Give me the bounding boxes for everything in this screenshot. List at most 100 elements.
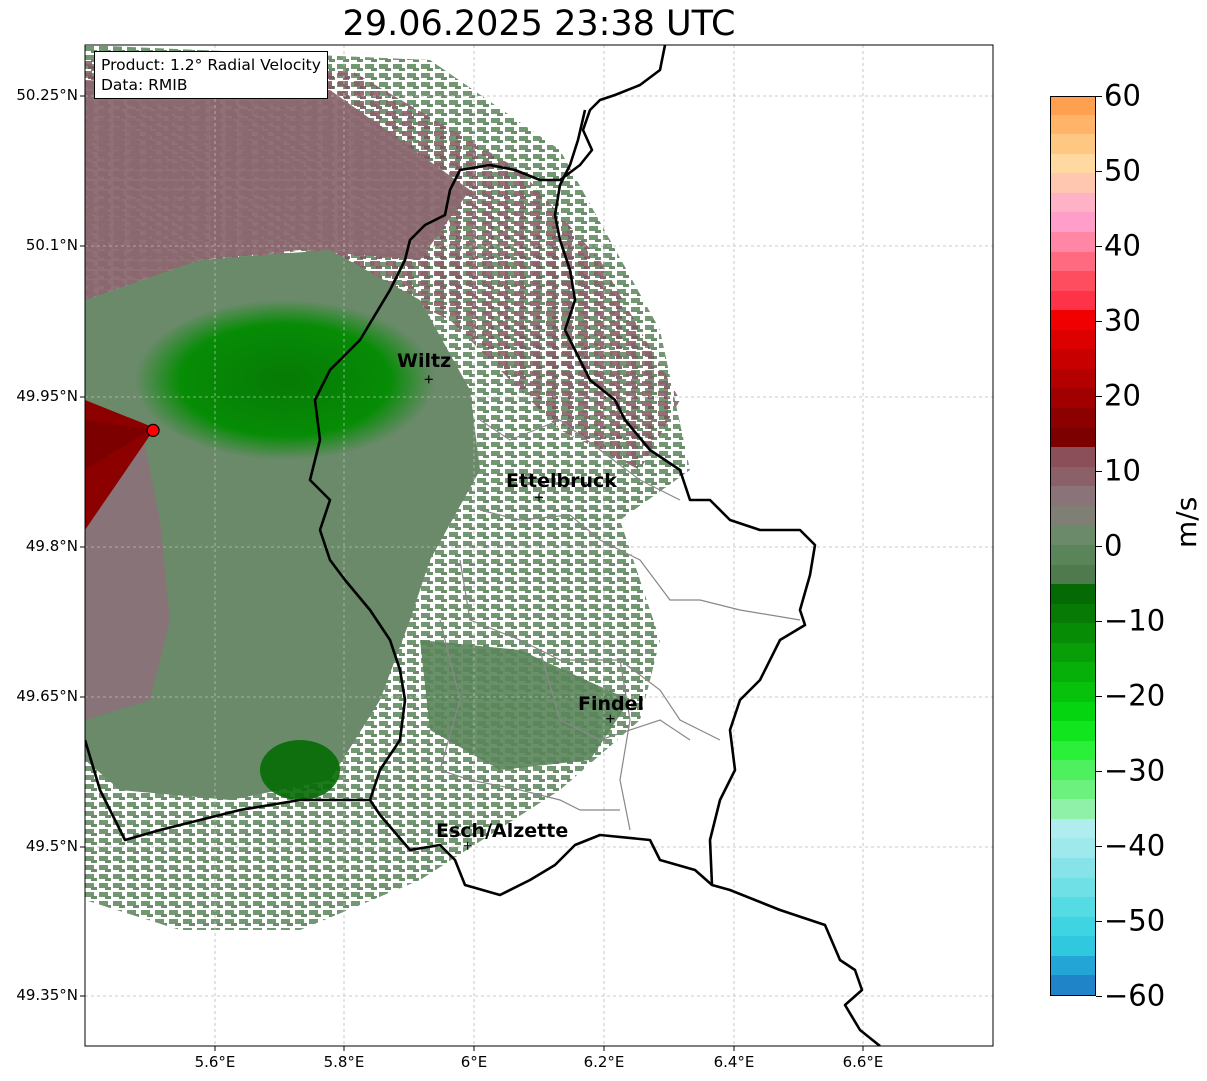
product-info-box: Product: 1.2° Radial Velocity Data: RMIB [94, 51, 328, 99]
colorbar-tick-label: −50 [1104, 903, 1166, 938]
colorbar-tick-label: 50 [1104, 153, 1141, 188]
city-marker [424, 375, 433, 384]
colorbar-segment [1051, 681, 1095, 702]
colorbar-tick-label: 10 [1104, 453, 1141, 488]
colorbar-tick-mark [1096, 396, 1102, 397]
colorbar-segment [1051, 818, 1095, 839]
canton-borders [439, 419, 801, 831]
colorbar-segment [1051, 466, 1095, 487]
colorbar-tick-label: −40 [1104, 828, 1166, 863]
x-tick-label: 6.4°E [713, 1053, 755, 1071]
colorbar-segment [1051, 329, 1095, 350]
data-source-label: Data: RMIB [101, 76, 188, 94]
colorbar-segment [1051, 348, 1095, 369]
colorbar-segment [1051, 172, 1095, 193]
colorbar-tick-label: 60 [1104, 78, 1141, 113]
colorbar-tick-mark [1096, 321, 1102, 322]
colorbar-tick-label: 30 [1104, 303, 1141, 338]
colorbar-tick-label: 40 [1104, 228, 1141, 263]
colorbar-tick-mark [1096, 996, 1102, 997]
colorbar-segment [1051, 544, 1095, 565]
colorbar-segment [1051, 642, 1095, 663]
y-tick-label: 49.65°N [16, 687, 78, 705]
colorbar-segment [1051, 857, 1095, 878]
colorbar-segment [1051, 916, 1095, 937]
product-label: Product: 1.2° Radial Velocity [101, 56, 321, 74]
colorbar-segment [1051, 309, 1095, 330]
colorbar-segment [1051, 407, 1095, 428]
colorbar-segment [1051, 955, 1095, 976]
x-tick-label: 5.6°E [194, 1053, 236, 1071]
colorbar-segment [1051, 603, 1095, 624]
colorbar-tick-mark [1096, 171, 1102, 172]
city-label-ettelbruck: Ettelbruck [506, 470, 617, 492]
city-marker [606, 714, 615, 723]
colorbar-segment [1051, 563, 1095, 585]
colorbar-segment [1051, 446, 1095, 467]
colorbar-segment [1051, 270, 1095, 291]
colorbar-segment [1051, 974, 1095, 995]
city-marker [463, 841, 472, 850]
colorbar-tick-label: −10 [1104, 603, 1166, 638]
colorbar-segment [1051, 877, 1095, 898]
y-tick-label: 49.5°N [25, 837, 78, 855]
y-tick-label: 49.35°N [16, 986, 78, 1004]
y-tick-label: 49.8°N [25, 537, 78, 555]
colorbar-segment [1051, 779, 1095, 800]
x-tick-label: 6.2°E [583, 1053, 625, 1071]
colorbar-segment [1051, 524, 1095, 545]
colorbar-segment [1051, 231, 1095, 252]
y-tick-label: 50.25°N [16, 86, 78, 104]
city-marker [535, 493, 543, 502]
colorbar-tick-mark [1096, 771, 1102, 772]
x-tick-label: 6.6°E [842, 1053, 884, 1071]
radar-echoes [85, 45, 690, 930]
colorbar-segment [1051, 661, 1095, 682]
x-tick-label: 5.8°E [323, 1053, 365, 1071]
colorbar-segment [1051, 505, 1095, 526]
colorbar-tick-label: −60 [1104, 978, 1166, 1013]
map-frame [84, 44, 994, 1047]
colorbar-tick-label: 0 [1104, 528, 1123, 563]
colorbar-tick-mark [1096, 921, 1102, 922]
map-title: 29.06.2025 23:38 UTC [342, 4, 736, 44]
colorbar-segment [1051, 427, 1095, 448]
colorbar-segment [1051, 837, 1095, 859]
city-label-wiltz: Wiltz [397, 350, 452, 372]
colorbar-tick-mark [1096, 246, 1102, 247]
tick-marks [80, 95, 864, 1051]
colorbar-tick-mark [1096, 621, 1102, 622]
colorbar-segment [1051, 97, 1095, 115]
colorbar-segment [1051, 192, 1095, 213]
colorbar-segment [1051, 368, 1095, 389]
city-label-esch-alzette: Esch/Alzette [436, 820, 569, 842]
colorbar-tick-mark [1096, 471, 1102, 472]
colorbar-segment [1051, 113, 1095, 135]
colorbar-segment [1051, 153, 1095, 174]
colorbar-tick-mark [1096, 696, 1102, 697]
colorbar-segment [1051, 290, 1095, 311]
x-tick-label: 6°E [460, 1053, 488, 1071]
colorbar-segment [1051, 798, 1095, 819]
colorbar-segment [1051, 759, 1095, 780]
colorbar-tick-mark [1096, 546, 1102, 547]
colorbar-segment [1051, 720, 1095, 741]
y-tick-label: 50.1°N [25, 236, 78, 254]
country-borders [85, 45, 881, 1046]
city-label-findel: Findel [578, 693, 645, 715]
colorbar-segment [1051, 250, 1095, 272]
colorbar-segment [1051, 133, 1095, 154]
colorbar-tick-label: −30 [1104, 753, 1166, 788]
colorbar-segment [1051, 740, 1095, 761]
colorbar-segment [1051, 700, 1095, 722]
radar-site-marker [146, 423, 160, 437]
colorbar-tick-mark [1096, 96, 1102, 97]
colorbar-tick-mark [1096, 846, 1102, 847]
colorbar-segment [1051, 583, 1095, 604]
colorbar-segment [1051, 622, 1095, 643]
colorbar-tick-label: −20 [1104, 678, 1166, 713]
colorbar-segment [1051, 896, 1095, 917]
y-tick-label: 49.95°N [16, 387, 78, 405]
colorbar-segment [1051, 387, 1095, 409]
